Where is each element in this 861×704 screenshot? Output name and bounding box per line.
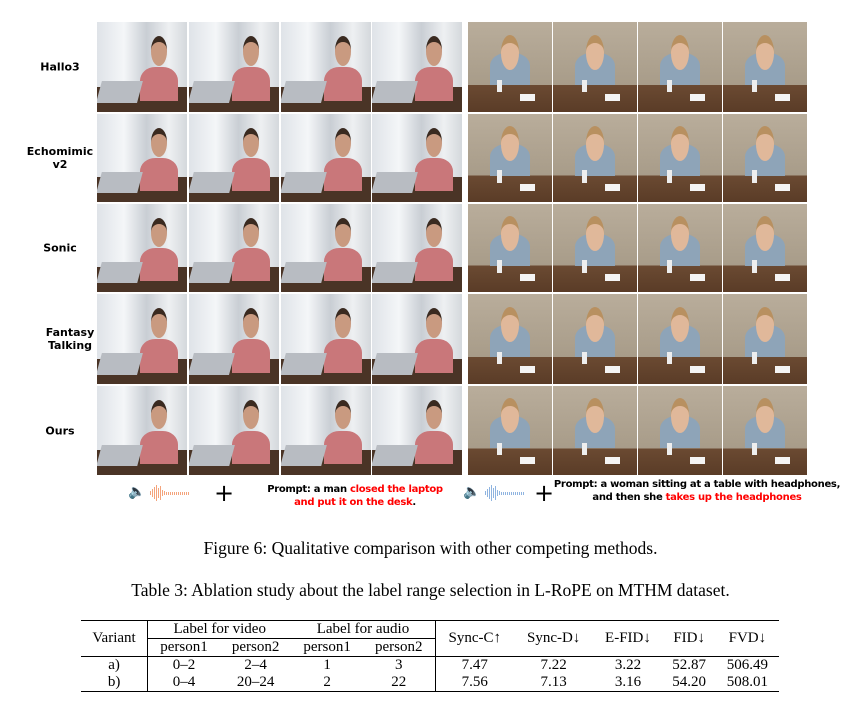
woman-headphones-frame [638, 386, 722, 475]
header-sub: person2 [219, 638, 292, 657]
woman-headphones-frame [638, 114, 722, 202]
header-metric: FID↓ [673, 630, 706, 646]
woman-headphones-frame [553, 114, 637, 202]
man-laptop-frame [372, 22, 462, 112]
woman-headphones-frame [723, 22, 807, 112]
row-label: Sonic [43, 241, 77, 255]
header-metric: FVD↓ [728, 630, 767, 646]
woman-headphones-frame [723, 114, 807, 202]
man-laptop-frame [97, 294, 187, 384]
table-cell: 508.01 [726, 674, 768, 690]
table-cell: 7.56 [434, 674, 514, 692]
table-cell: 7.47 [434, 656, 514, 674]
header-video: Label for video [147, 620, 292, 639]
woman-headphones-frame [553, 22, 637, 112]
man-laptop-frame [189, 114, 279, 202]
woman-headphones-frame [468, 114, 552, 202]
table-cell: 1 [291, 656, 363, 674]
figure-caption: Figure 6: Qualitative comparison with ot… [203, 538, 658, 558]
prompt-text: Prompt: a man [267, 484, 350, 495]
man-laptop-frame [97, 22, 187, 112]
woman-headphones-frame [638, 22, 722, 112]
ablation-table: Variant Label for video Label for audio … [81, 620, 779, 692]
woman-headphones-frame [723, 204, 807, 292]
header-audio: Label for audio [316, 621, 410, 637]
woman-headphones-frame [468, 294, 552, 384]
table-cell: 7.22 [513, 656, 594, 674]
woman-headphones-frame [468, 22, 552, 112]
prompt-text: and then she [592, 492, 666, 503]
man-laptop-frame [189, 294, 279, 384]
woman-headphones-frame [468, 204, 552, 292]
table-caption: Table 3: Ablation study about the label … [131, 580, 730, 600]
audio-waveform-icon [150, 484, 189, 502]
prompt-highlight: takes up the headphones [665, 492, 802, 503]
table-cell: 54.20 [672, 674, 707, 690]
header-metric: Sync-C↑ [434, 620, 514, 657]
table-cell: 506.49 [715, 656, 779, 674]
woman-headphones-frame [723, 386, 807, 475]
table-cell: 7.13 [540, 674, 567, 690]
woman-headphones-frame [723, 294, 807, 384]
man-laptop-frame [97, 204, 187, 292]
table-row: b) 0–4 20–24 2 22 7.56 7.13 3.16 54.20 508.01 [81, 674, 779, 692]
woman-headphones-frame [638, 294, 722, 384]
prompt-highlight: and put it on the desk [294, 497, 413, 508]
man-laptop-frame [281, 294, 371, 384]
man-laptop-frame [97, 114, 187, 202]
row-label: Hallo3 [40, 60, 80, 74]
plus-sign: + [534, 479, 555, 507]
prompt-text: . [412, 497, 416, 508]
table-cell: 2–4 [219, 656, 292, 674]
header-sub: person1 [291, 638, 363, 657]
header-variant: Variant [92, 630, 136, 646]
table-cell: a) [81, 656, 148, 674]
man-laptop-frame [372, 294, 462, 384]
man-laptop-frame [189, 204, 279, 292]
row-label: Ours [45, 424, 75, 437]
speaker-icon: 🔈 [463, 485, 481, 500]
man-laptop-frame [189, 386, 279, 475]
woman-headphones-frame [553, 386, 637, 475]
header-sub: person2 [362, 638, 436, 657]
plus-sign: + [214, 479, 235, 507]
man-laptop-frame [372, 114, 462, 202]
table-cell: 0–2 [147, 656, 220, 674]
table-row: a) 0–2 2–4 1 3 7.47 7.22 3.22 52.87 506.49 [81, 656, 779, 674]
table-cell: 2 [323, 674, 331, 690]
man-laptop-frame [281, 22, 371, 112]
prompt-highlight: closed the laptop [349, 484, 443, 495]
table-cell: 22 [391, 674, 407, 690]
left-prompt: Prompt: a man closed the laptop and put … [250, 483, 460, 509]
header-metric: E-FID↓ [605, 630, 651, 646]
row-label: Echomimic v2 [26, 145, 94, 171]
table-cell: 0–4 [147, 674, 220, 692]
man-laptop-frame [281, 204, 371, 292]
header-metric: Sync-D↓ [526, 630, 581, 646]
table-cell: 52.87 [662, 656, 716, 674]
woman-headphones-frame [468, 386, 552, 475]
woman-headphones-frame [553, 294, 637, 384]
table-cell: b) [107, 674, 121, 690]
table-cell: 3.22 [593, 656, 663, 674]
right-prompt: Prompt: a woman sitting at a table with … [552, 478, 842, 504]
man-laptop-frame [281, 114, 371, 202]
table-cell: 20–24 [236, 674, 275, 690]
row-label: Fantasy Talking [45, 326, 95, 352]
header-sub: person1 [147, 638, 220, 657]
man-laptop-frame [189, 22, 279, 112]
man-laptop-frame [372, 204, 462, 292]
prompt-text: Prompt: a woman sitting at a table with … [553, 479, 841, 490]
woman-headphones-frame [638, 204, 722, 292]
woman-headphones-frame [553, 204, 637, 292]
table-cell: 3 [362, 656, 436, 674]
man-laptop-frame [281, 386, 371, 475]
man-laptop-frame [372, 386, 462, 475]
man-laptop-frame [97, 386, 187, 475]
table-cell: 3.16 [614, 674, 642, 690]
speaker-icon: 🔈 [128, 485, 146, 500]
audio-waveform-icon [485, 484, 524, 502]
